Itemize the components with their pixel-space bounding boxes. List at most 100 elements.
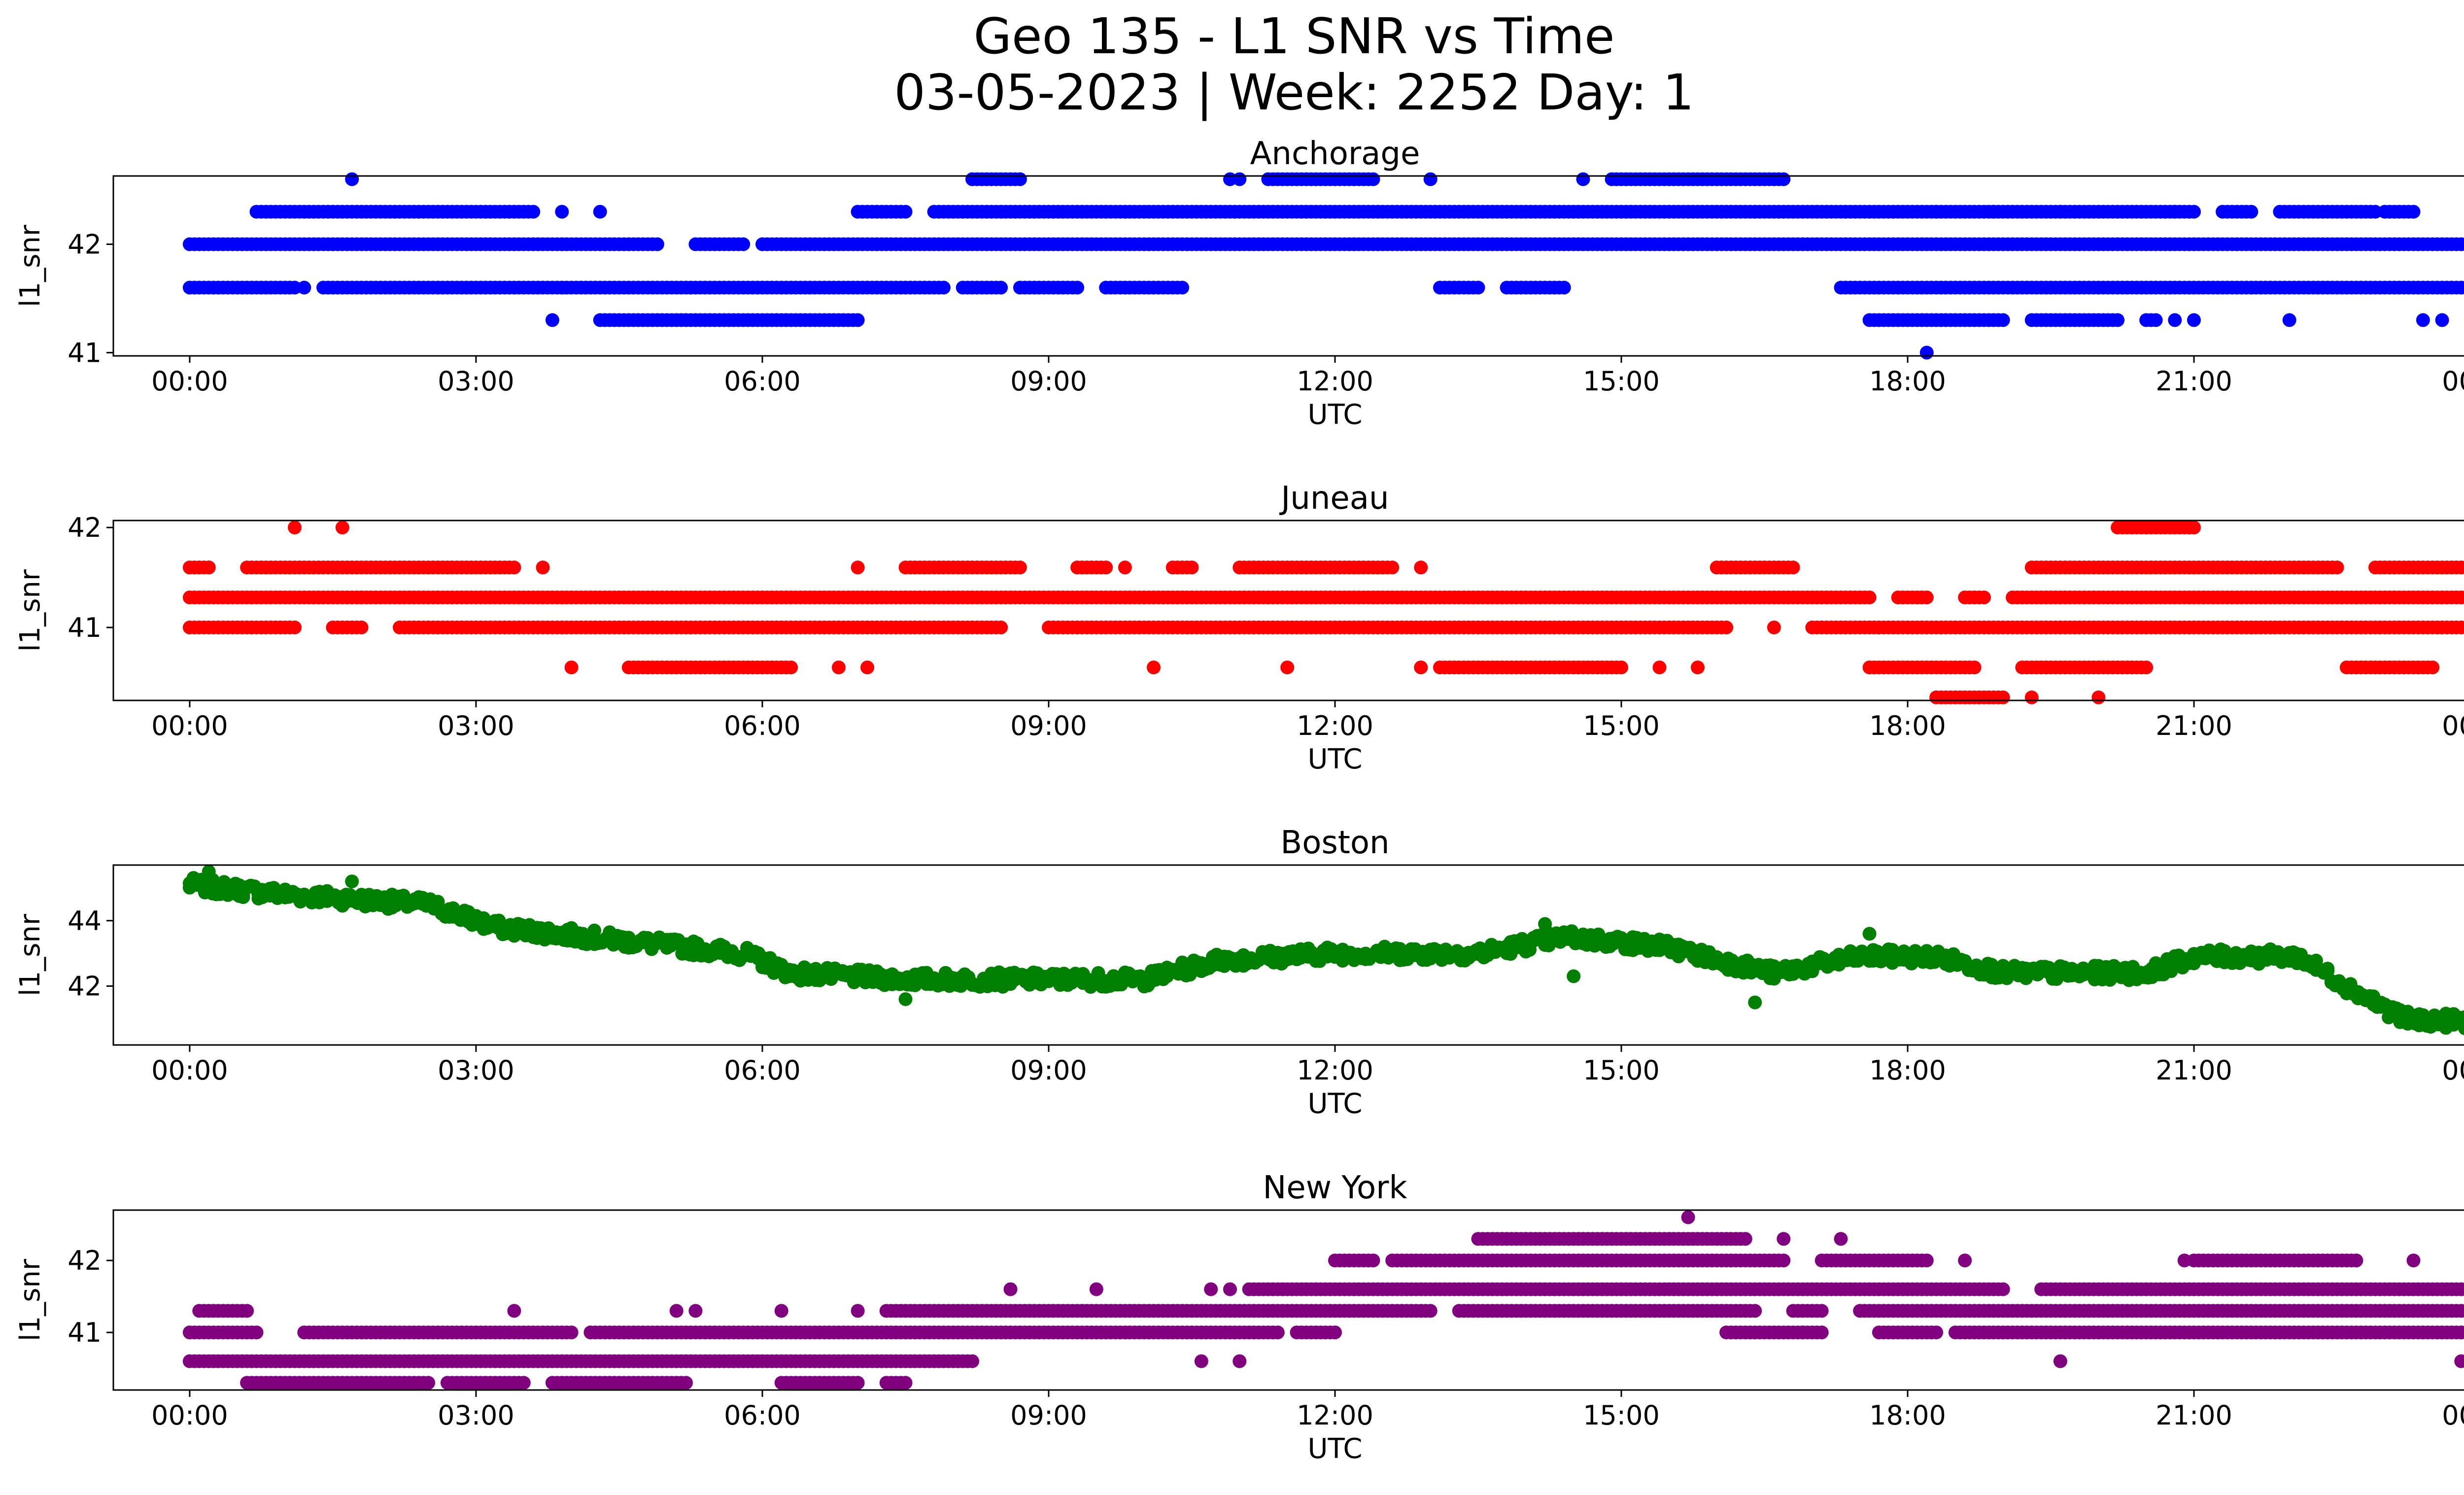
data-point	[2462, 1023, 2464, 1033]
x-tick-label: 00:00	[2442, 1055, 2464, 1086]
x-tick-label: 03:00	[438, 710, 514, 741]
data-point	[898, 1376, 913, 1390]
data-point	[1538, 917, 1552, 931]
y-axis-label: l1_snr	[14, 224, 46, 307]
data-point	[354, 621, 369, 634]
data-series	[182, 865, 2464, 1037]
data-point	[1786, 560, 1800, 575]
data-point	[2462, 1014, 2464, 1024]
data-point	[2459, 560, 2464, 574]
data-point	[2459, 1325, 2464, 1339]
data-series	[182, 1210, 2464, 1390]
data-point	[202, 865, 216, 879]
x-tick-label: 06:00	[724, 710, 801, 741]
data-point	[851, 1376, 865, 1390]
data-point	[431, 895, 445, 909]
data-point	[1929, 205, 1944, 219]
data-point	[593, 205, 607, 219]
data-point	[2426, 661, 2440, 675]
data-point	[860, 661, 874, 675]
data-point	[994, 621, 1008, 634]
x-tick-label: 09:00	[1010, 1055, 1087, 1086]
data-point	[1748, 995, 1762, 1009]
data-point	[297, 280, 311, 295]
data-point	[2244, 205, 2259, 219]
subplot-title: Boston	[1280, 825, 1389, 861]
data-point	[1777, 172, 1791, 186]
y-tick-label: 41	[68, 612, 102, 643]
data-point	[851, 560, 865, 575]
x-tick-label: 00:00	[2442, 710, 2464, 741]
data-point	[1986, 205, 2001, 219]
data-point	[421, 1376, 436, 1390]
data-point	[650, 237, 664, 251]
data-point	[1967, 661, 1982, 675]
data-series	[182, 172, 2464, 360]
data-point	[536, 560, 550, 575]
y-tick-label: 44	[68, 905, 102, 937]
x-tick-label: 03:00	[438, 366, 514, 397]
data-point	[851, 313, 865, 327]
data-point	[1471, 280, 1485, 295]
data-point	[2053, 205, 2067, 219]
data-point	[2149, 313, 2163, 327]
x-tick-label: 12:00	[1297, 1055, 1373, 1086]
data-point	[898, 992, 913, 1007]
data-point	[1414, 661, 1428, 675]
data-point	[2416, 313, 2430, 327]
x-tick-label: 00:00	[2442, 366, 2464, 397]
data-point	[965, 1354, 979, 1368]
data-point	[345, 172, 359, 186]
data-point	[507, 560, 521, 575]
data-point	[1719, 621, 1734, 634]
data-point	[994, 280, 1008, 295]
data-point	[2168, 313, 2182, 327]
plot-frame	[112, 175, 2464, 357]
data-point	[240, 1304, 254, 1318]
data-point	[2091, 690, 2106, 704]
x-tick-label: 09:00	[1010, 710, 1087, 741]
data-point	[1099, 560, 1113, 575]
data-point	[1929, 1325, 1944, 1340]
data-point	[1070, 280, 1085, 295]
x-tick-label: 18:00	[1869, 1055, 1946, 1086]
x-axis-label: UTC	[1307, 1088, 1362, 1120]
data-point	[1013, 172, 1027, 186]
data-point	[1919, 346, 1934, 360]
x-tick-label: 03:00	[438, 1055, 514, 1086]
data-point	[2187, 205, 2201, 219]
y-axis-label: l1_snr	[14, 569, 46, 652]
data-point	[1919, 591, 1934, 605]
data-point	[2321, 962, 2335, 976]
data-point	[1185, 560, 1199, 575]
data-point	[288, 621, 302, 634]
data-point	[2459, 238, 2464, 251]
data-point	[2459, 281, 2464, 294]
data-point	[1614, 661, 1628, 675]
data-point	[1385, 560, 1400, 575]
data-point	[1576, 172, 1590, 186]
x-tick-label: 18:00	[1869, 710, 1946, 741]
data-point	[1118, 560, 1132, 575]
data-point	[679, 1376, 693, 1390]
x-tick-label: 06:00	[724, 366, 801, 397]
data-point	[288, 280, 302, 295]
subplot-title: Anchorage	[1250, 136, 1420, 172]
data-point	[2282, 313, 2296, 327]
data-point	[545, 313, 559, 327]
data-point	[1175, 280, 1190, 295]
data-point	[898, 205, 913, 219]
data-point	[2139, 661, 2154, 675]
x-tick-label: 09:00	[1010, 366, 1087, 397]
data-point	[831, 661, 846, 675]
data-point	[1328, 1325, 1342, 1340]
data-point	[249, 1325, 264, 1340]
data-point	[2187, 313, 2201, 327]
data-point	[564, 661, 579, 675]
data-point	[2368, 205, 2382, 219]
